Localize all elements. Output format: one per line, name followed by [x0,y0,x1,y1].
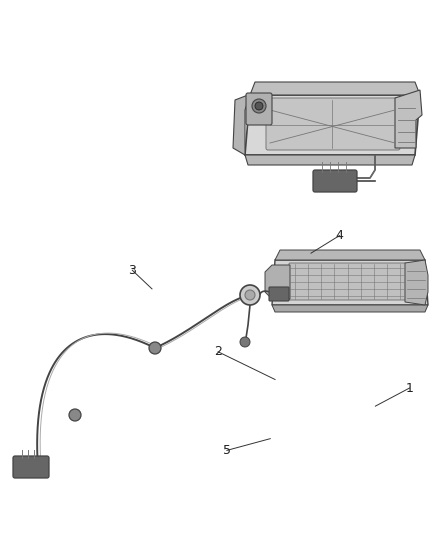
Polygon shape [395,90,422,148]
Text: 2: 2 [214,345,222,358]
Text: 4: 4 [336,229,343,242]
Polygon shape [245,95,420,155]
FancyBboxPatch shape [313,170,357,192]
Polygon shape [405,260,428,305]
Polygon shape [250,82,420,95]
Text: 1: 1 [406,382,413,394]
Polygon shape [265,265,290,299]
Text: 5: 5 [223,444,231,457]
Circle shape [69,409,81,421]
Polygon shape [245,155,415,165]
FancyBboxPatch shape [13,456,49,478]
Circle shape [240,337,250,347]
Circle shape [245,290,255,300]
Polygon shape [275,250,425,260]
Circle shape [252,99,266,113]
Polygon shape [233,95,250,155]
FancyBboxPatch shape [269,287,289,301]
Text: 3: 3 [128,264,136,277]
FancyBboxPatch shape [246,93,272,125]
Polygon shape [272,305,428,312]
Polygon shape [272,260,428,305]
Circle shape [149,342,161,354]
FancyBboxPatch shape [289,263,406,300]
FancyBboxPatch shape [266,98,400,150]
Circle shape [255,102,263,110]
Circle shape [240,285,260,305]
